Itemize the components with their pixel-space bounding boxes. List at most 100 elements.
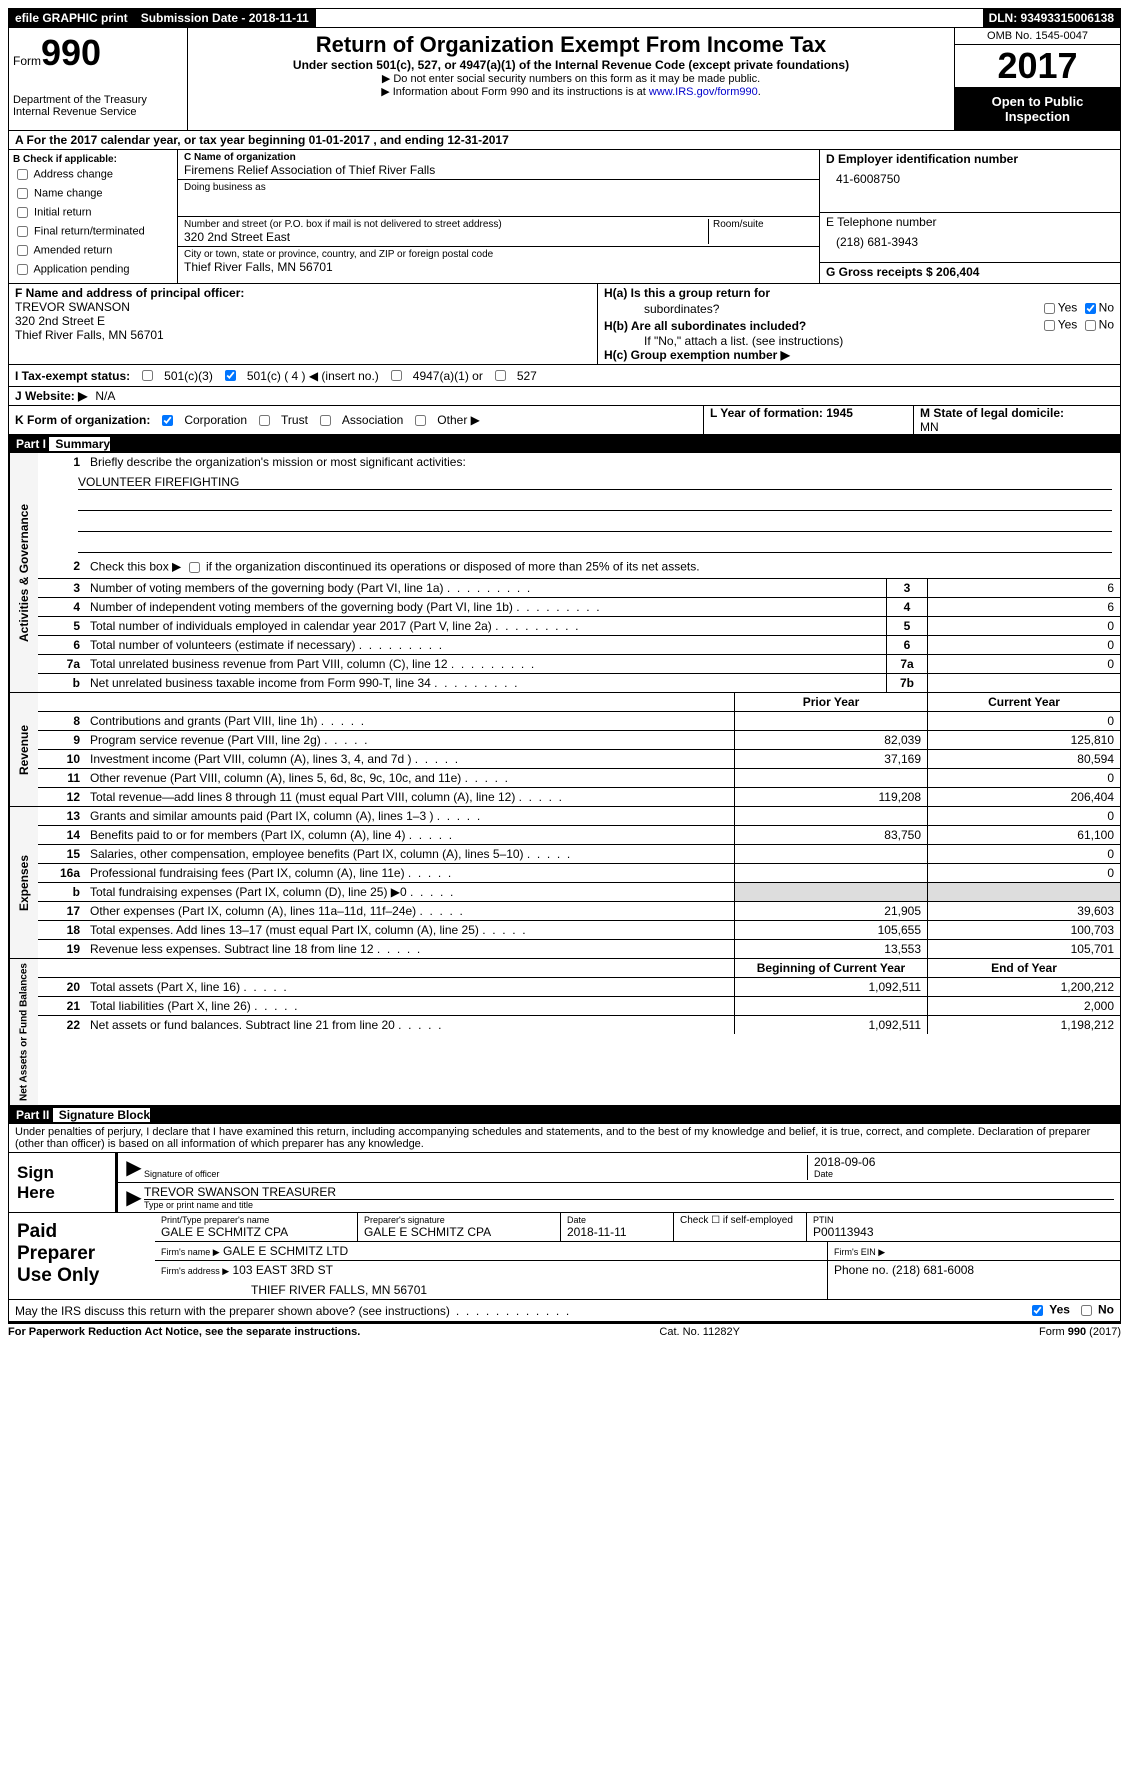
- ha-no-checkbox[interactable]: [1085, 303, 1096, 314]
- room-label: Room/suite: [713, 219, 813, 230]
- telephone-label: E Telephone number: [826, 215, 1114, 229]
- tab-revenue: Revenue: [9, 693, 38, 806]
- check-amended-return[interactable]: [17, 245, 28, 256]
- org-name: Firemens Relief Association of Thief Riv…: [184, 163, 813, 177]
- trust-checkbox[interactable]: [259, 415, 270, 426]
- footer-paperwork: For Paperwork Reduction Act Notice, see …: [8, 1326, 360, 1338]
- row-a-period: A For the 2017 calendar year, or tax yea…: [8, 131, 1121, 150]
- website-value: N/A: [95, 389, 115, 403]
- officer-addr1: 320 2nd Street E: [15, 314, 591, 328]
- domicile-label: M State of legal domicile:: [920, 406, 1064, 420]
- hc-label: H(c) Group exemption number ▶: [604, 348, 1114, 362]
- telephone-value: (218) 681-3943: [826, 229, 1114, 255]
- ha-yes-checkbox[interactable]: [1044, 303, 1055, 314]
- firm-city: THIEF RIVER FALLS, MN 56701: [161, 1277, 821, 1297]
- ptin-value: P00113943: [813, 1225, 1114, 1239]
- info-prefix: ▶ Information about Form 990 and its ins…: [381, 86, 649, 98]
- 501c-checkbox[interactable]: [225, 370, 236, 381]
- hdr-current-year: Current Year: [927, 693, 1120, 711]
- officer-addr2: Thief River Falls, MN 56701: [15, 328, 591, 342]
- hdr-end-year: End of Year: [927, 959, 1120, 977]
- check-name-change[interactable]: [17, 188, 28, 199]
- website-label: J Website: ▶: [15, 389, 87, 403]
- city-label: City or town, state or province, country…: [184, 249, 813, 260]
- preparer-name: GALE E SCHMITZ CPA: [161, 1225, 351, 1239]
- q1-mission-label: Briefly describe the organization's miss…: [86, 453, 1120, 471]
- 501c3-checkbox[interactable]: [142, 370, 153, 381]
- top-bar: efile GRAPHIC print Submission Date - 20…: [8, 8, 1121, 28]
- row-i-label: I Tax-exempt status:: [15, 369, 130, 383]
- omb-number: OMB No. 1545-0047: [955, 28, 1120, 45]
- part-ii-title: Signature Block: [53, 1108, 150, 1122]
- check-application-pending[interactable]: [17, 264, 28, 275]
- city-state-zip: Thief River Falls, MN 56701: [184, 260, 813, 274]
- ha-sub: subordinates?: [644, 302, 719, 316]
- tax-year: 2017: [955, 45, 1120, 88]
- hb-label: H(b) Are all subordinates included?: [604, 319, 806, 333]
- preparer-signature: GALE E SCHMITZ CPA: [364, 1225, 554, 1239]
- form-org-label: K Form of organization:: [15, 413, 150, 427]
- section-b-label: B Check if applicable:: [13, 154, 173, 165]
- officer-sig-date: 2018-09-06: [814, 1155, 1114, 1169]
- form-title: Return of Organization Exempt From Incom…: [192, 32, 950, 58]
- hb-no-checkbox[interactable]: [1085, 320, 1096, 331]
- header: Form990 Department of the Treasury Inter…: [8, 28, 1121, 131]
- tab-activities-governance: Activities & Governance: [9, 453, 38, 692]
- hdr-beginning-year: Beginning of Current Year: [734, 959, 927, 977]
- hdr-prior-year: Prior Year: [734, 693, 927, 711]
- form-subtitle: Under section 501(c), 527, or 4947(a)(1)…: [192, 58, 950, 72]
- gross-receipts: G Gross receipts $ 206,404: [826, 265, 979, 279]
- check-final-return-terminated[interactable]: [17, 226, 28, 237]
- footer-cat: Cat. No. 11282Y: [659, 1326, 740, 1338]
- other-checkbox[interactable]: [415, 415, 426, 426]
- ein-label: D Employer identification number: [826, 152, 1114, 166]
- ha-label: H(a) Is this a group return for: [604, 286, 770, 300]
- open-to-public-2: Inspection: [1005, 109, 1070, 124]
- part-i-label: Part I: [16, 437, 46, 451]
- irs-link[interactable]: www.IRS.gov/form990: [649, 86, 758, 98]
- check-address-change[interactable]: [17, 169, 28, 180]
- ein-value: 41-6008750: [826, 166, 1114, 192]
- officer-label: F Name and address of principal officer:: [15, 286, 591, 300]
- efile-label: efile GRAPHIC print: [9, 9, 135, 27]
- street-address: 320 2nd Street East: [184, 230, 708, 244]
- year-formation: L Year of formation: 1945: [710, 406, 853, 420]
- association-checkbox[interactable]: [320, 415, 331, 426]
- hb-note: If "No," attach a list. (see instruction…: [604, 334, 1114, 348]
- domicile-value: MN: [920, 420, 939, 434]
- perjury-statement: Under penalties of perjury, I declare th…: [9, 1124, 1120, 1152]
- ssn-warning: ▶ Do not enter social security numbers o…: [192, 72, 950, 85]
- sign-here-label: Sign Here: [9, 1153, 118, 1212]
- mission-text: VOLUNTEER FIREFIGHTING: [78, 475, 1112, 490]
- 4947-checkbox[interactable]: [391, 370, 402, 381]
- officer-name-title: TREVOR SWANSON TREASURER: [144, 1185, 1114, 1200]
- part-ii-label: Part II: [16, 1108, 49, 1122]
- dept-treasury: Department of the Treasury: [13, 94, 183, 106]
- discuss-question: May the IRS discuss this return with the…: [15, 1304, 450, 1318]
- form-label: Form: [13, 54, 41, 68]
- hb-yes-checkbox[interactable]: [1044, 320, 1055, 331]
- dept-irs: Internal Revenue Service: [13, 106, 183, 118]
- part-i-title: Summary: [49, 437, 110, 451]
- discuss-yes-checkbox[interactable]: [1032, 1305, 1043, 1316]
- firm-phone: Phone no. (218) 681-6008: [834, 1263, 974, 1277]
- firm-name: GALE E SCHMITZ LTD: [223, 1244, 348, 1258]
- dln: DLN: 93493315006138: [983, 9, 1120, 27]
- discuss-no-checkbox[interactable]: [1081, 1305, 1092, 1316]
- street-label: Number and street (or P.O. box if mail i…: [184, 219, 708, 230]
- discontinued-checkbox[interactable]: [189, 562, 200, 573]
- firm-address: 103 EAST 3RD ST: [233, 1263, 334, 1277]
- tab-expenses: Expenses: [9, 807, 38, 958]
- 527-checkbox[interactable]: [495, 370, 506, 381]
- check-initial-return[interactable]: [17, 207, 28, 218]
- org-name-label: C Name of organization: [184, 152, 813, 163]
- footer-form: Form 990 (2017): [1039, 1326, 1121, 1338]
- firm-ein-label: Firm's EIN ▶: [834, 1247, 885, 1257]
- corporation-checkbox[interactable]: [162, 415, 173, 426]
- tab-net-assets: Net Assets or Fund Balances: [9, 959, 38, 1105]
- preparer-date: 2018-11-11: [567, 1225, 667, 1239]
- open-to-public-1: Open to Public: [992, 94, 1084, 109]
- dba-label: Doing business as: [184, 182, 813, 193]
- submission-date: Submission Date - 2018-11-11: [135, 9, 316, 27]
- form-number: 990: [41, 32, 101, 73]
